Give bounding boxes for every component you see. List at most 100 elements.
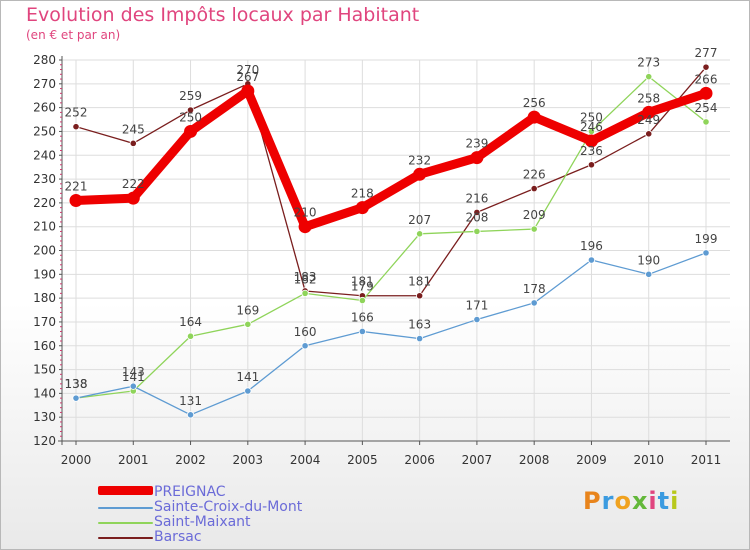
legend-label-saint-maixant: Saint-Maixant xyxy=(154,514,251,530)
data-label: 166 xyxy=(351,310,374,324)
series-line xyxy=(75,76,707,399)
data-point xyxy=(530,299,538,307)
chart-title: Evolution des Impôts locaux par Habitant xyxy=(26,4,420,26)
data-label: 131 xyxy=(179,394,202,408)
data-point xyxy=(587,256,596,264)
data-label: 232 xyxy=(408,153,431,167)
y-tick-label: 240 xyxy=(33,148,56,162)
data-label: 259 xyxy=(179,89,202,103)
data-point xyxy=(473,227,481,236)
data-label: 267 xyxy=(236,70,259,84)
data-label: 226 xyxy=(523,168,546,182)
x-tick-label: 2011 xyxy=(691,453,722,467)
data-label: 141 xyxy=(236,370,259,384)
data-label: 250 xyxy=(580,110,603,124)
data-point xyxy=(702,63,710,71)
logo-letter: i xyxy=(648,487,658,515)
data-label: 178 xyxy=(523,282,546,296)
logo-letter: r xyxy=(601,487,615,515)
legend-label-preignac: PREIGNAC xyxy=(154,484,226,500)
data-point xyxy=(642,105,656,119)
data-point xyxy=(355,201,369,215)
series-line xyxy=(75,252,707,416)
data-label: 216 xyxy=(465,191,488,205)
x-tick-label: 2005 xyxy=(347,453,378,467)
data-point xyxy=(358,296,366,305)
x-tick-label: 2010 xyxy=(633,453,664,467)
y-tick-label: 180 xyxy=(33,291,56,305)
x-tick-label: 2003 xyxy=(233,453,264,467)
y-tick-label: 210 xyxy=(33,220,56,234)
data-label: 182 xyxy=(294,272,317,286)
logo-letter: o xyxy=(614,487,632,515)
series-line xyxy=(71,86,711,232)
data-label: 171 xyxy=(465,299,488,313)
data-label: 141 xyxy=(122,370,145,384)
data-point xyxy=(584,134,598,148)
y-tick-label: 260 xyxy=(33,101,56,115)
data-point xyxy=(645,130,653,138)
data-label: 138 xyxy=(65,377,88,391)
logo-letter: P xyxy=(583,487,602,515)
data-point xyxy=(186,411,195,419)
data-label: 252 xyxy=(65,106,88,120)
data-label: 258 xyxy=(637,91,660,105)
data-point xyxy=(184,124,198,138)
data-label: 266 xyxy=(695,72,718,86)
x-tick-label: 2000 xyxy=(61,453,92,467)
data-point xyxy=(72,394,80,402)
y-tick-label: 150 xyxy=(33,363,56,377)
y-tick-label: 230 xyxy=(33,172,56,186)
data-label: 256 xyxy=(523,96,546,110)
x-tick-label: 2008 xyxy=(519,453,550,467)
chart-subtitle: (en € et par an) xyxy=(26,28,121,42)
y-tick-label: 130 xyxy=(33,410,56,424)
data-point xyxy=(129,139,137,147)
y-tick-label: 140 xyxy=(33,386,56,400)
data-label: 210 xyxy=(294,206,317,220)
data-point xyxy=(530,184,538,193)
data-point xyxy=(473,315,481,324)
data-point xyxy=(298,220,312,234)
y-tick-label: 280 xyxy=(33,53,56,67)
data-point xyxy=(69,193,83,207)
data-label: 163 xyxy=(408,318,431,332)
y-tick-label: 250 xyxy=(33,124,56,138)
data-point xyxy=(413,167,427,181)
data-point xyxy=(473,208,481,216)
logo-letter: t xyxy=(657,487,671,515)
data-label: 199 xyxy=(695,232,718,246)
data-point xyxy=(72,123,80,131)
data-point xyxy=(186,106,195,114)
logo-letter: x xyxy=(631,487,649,515)
legend-swatch-saint-maixant xyxy=(98,522,153,524)
data-point xyxy=(241,84,255,98)
y-tick-label: 200 xyxy=(33,244,56,258)
data-point xyxy=(645,270,653,278)
data-point xyxy=(702,118,710,126)
data-point xyxy=(527,110,541,124)
x-tick-label: 2006 xyxy=(404,453,435,467)
legend-swatch-barsac xyxy=(98,537,153,539)
data-label: 222 xyxy=(122,177,145,191)
data-point xyxy=(244,320,252,328)
data-point xyxy=(470,151,484,165)
data-label: 138 xyxy=(65,377,88,391)
data-label: 249 xyxy=(637,113,660,127)
logo-letter: i xyxy=(670,487,680,515)
y-tick-label: 120 xyxy=(33,434,56,448)
data-label: 239 xyxy=(465,137,488,151)
y-tick-label: 220 xyxy=(33,196,56,210)
data-label: 254 xyxy=(695,101,718,115)
x-tick-label: 2001 xyxy=(118,453,149,467)
data-point xyxy=(126,191,140,205)
data-label: 246 xyxy=(580,120,603,134)
data-point xyxy=(530,225,538,233)
data-label: 221 xyxy=(65,179,88,193)
data-label: 218 xyxy=(351,187,374,201)
y-tick-label: 170 xyxy=(33,315,56,329)
data-label: 209 xyxy=(523,208,546,222)
data-point xyxy=(186,332,195,340)
data-point xyxy=(416,230,424,238)
